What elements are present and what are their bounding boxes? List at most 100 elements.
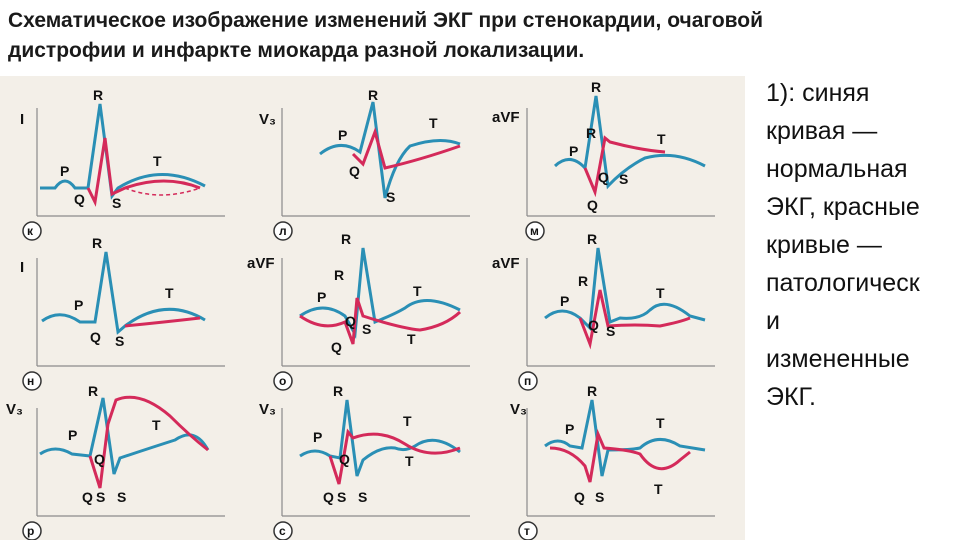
- description-text: 1): синяя кривая — нормальная ЭКГ, красн…: [766, 74, 956, 416]
- description-line: нормальная: [766, 155, 908, 183]
- wave-label-q2: Q: [331, 339, 342, 355]
- wave-label-t: T: [656, 415, 665, 431]
- description-line: измененные: [766, 345, 910, 373]
- description-line: кривые —: [766, 231, 882, 259]
- wave-label-s: S: [337, 489, 346, 505]
- wave-label-p: P: [569, 143, 578, 159]
- wave-label-q: Q: [349, 163, 360, 179]
- lead-label: aVF: [492, 109, 520, 126]
- wave-label-r: R: [591, 79, 601, 95]
- panel-t: V₃ P R T Q S T т: [510, 383, 716, 540]
- lead-label: V₃: [6, 401, 23, 418]
- wave-label-q2: Q: [323, 489, 334, 505]
- wave-label-s: S: [619, 171, 628, 187]
- wave-label-r: R: [92, 235, 102, 251]
- wave-label-s2: S: [358, 489, 367, 505]
- panel-circle-label: л: [279, 224, 287, 238]
- dashed-t-segment: [124, 187, 201, 196]
- panel-circle-label: р: [27, 524, 34, 538]
- title-line-1: Схематическое изображение изменений ЭКГ …: [8, 9, 764, 32]
- normal-curve: [41, 251, 206, 335]
- panel-circle-label: н: [27, 374, 34, 388]
- wave-label-r: R: [333, 383, 343, 399]
- pathologic-curve: [549, 428, 691, 483]
- wave-label-r2: R: [578, 273, 588, 289]
- lead-label: V₃: [259, 111, 276, 128]
- normal-curve: [553, 95, 706, 190]
- pathologic-curve: [351, 127, 461, 170]
- description-line: ЭКГ.: [766, 383, 816, 411]
- wave-label-t2: T: [654, 481, 663, 497]
- wave-label-t: T: [403, 413, 412, 429]
- wave-label-p: P: [560, 293, 569, 309]
- figure-title: Схематическое изображение изменений ЭКГ …: [8, 6, 908, 66]
- wave-label-t: T: [152, 417, 161, 433]
- wave-label-p: P: [317, 289, 326, 305]
- wave-label-q: Q: [598, 169, 609, 185]
- wave-label-s: S: [386, 189, 395, 205]
- wave-label-p: P: [313, 429, 322, 445]
- pathologic-curve: [88, 395, 209, 489]
- panel-m: aVF P R R Q S Q T м: [492, 79, 716, 241]
- panel-r: V₃ P R T Q Q S S р: [6, 383, 226, 540]
- panel-circle-label: о: [279, 374, 286, 388]
- lead-label: I: [20, 259, 24, 276]
- panel-n: I P R Q S T н: [20, 235, 226, 391]
- wave-label-q2: Q: [587, 197, 598, 213]
- wave-label-r: R: [88, 383, 98, 399]
- wave-label-t2: T: [407, 331, 416, 347]
- wave-label-p: P: [68, 427, 77, 443]
- panel-l: V₃ P R Q S T л: [259, 87, 471, 241]
- wave-label-s: S: [595, 489, 604, 505]
- wave-label-p: P: [74, 297, 83, 313]
- wave-label-t: T: [429, 115, 438, 131]
- wave-label-r: R: [368, 87, 378, 103]
- panel-circle-label: т: [524, 524, 530, 538]
- ecg-diagram: I P R Q S T к V₃ P R Q S T л aVF P R R Q…: [6, 79, 716, 540]
- pathologic-curve: [86, 137, 201, 207]
- pathologic-curve: [299, 297, 462, 345]
- normal-curve: [544, 247, 706, 332]
- wave-label-q: Q: [588, 317, 599, 333]
- panel-circle-label: к: [27, 224, 34, 238]
- wave-label-r2: R: [586, 125, 596, 141]
- description-line: 1): синяя: [766, 79, 870, 107]
- description-line: патологическ: [766, 269, 920, 297]
- wave-label-t: T: [656, 285, 665, 301]
- wave-label-r: R: [587, 383, 597, 399]
- wave-label-q: Q: [90, 329, 101, 345]
- pathologic-curve: [583, 135, 666, 198]
- wave-label-t: T: [153, 153, 162, 169]
- lead-label: V₃: [510, 401, 527, 418]
- lead-label: aVF: [247, 255, 275, 272]
- wave-label-q: Q: [339, 451, 350, 467]
- wave-label-s: S: [112, 195, 121, 211]
- wave-label-s: S: [606, 323, 615, 339]
- wave-label-r2: R: [334, 267, 344, 283]
- wave-label-q2: Q: [82, 489, 93, 505]
- wave-label-q: Q: [345, 313, 356, 329]
- wave-label-t: T: [165, 285, 174, 301]
- wave-label-s: S: [115, 333, 124, 349]
- panel-circle-label: с: [279, 524, 286, 538]
- title-line-2: дистрофии и инфаркте миокарда разной лок…: [8, 39, 585, 62]
- wave-label-t: T: [413, 283, 422, 299]
- lead-label: I: [20, 111, 24, 128]
- panel-k: I P R Q S T к: [20, 87, 226, 241]
- panel-p: aVF P R R Q S T п: [492, 231, 716, 391]
- normal-curve: [544, 399, 706, 477]
- pathologic-curve: [328, 428, 461, 485]
- description-line: кривая —: [766, 117, 878, 145]
- pathologic-curve: [578, 289, 691, 350]
- wave-label-s: S: [96, 489, 105, 505]
- wave-label-q: Q: [94, 451, 105, 467]
- wave-label-r: R: [587, 231, 597, 247]
- wave-label-s2: S: [117, 489, 126, 505]
- panel-circle-label: м: [530, 224, 539, 238]
- lead-label: V₃: [259, 401, 276, 418]
- wave-label-t: T: [657, 131, 666, 147]
- panel-circle-label: п: [524, 374, 531, 388]
- normal-curve: [39, 397, 210, 475]
- normal-curve: [299, 247, 461, 339]
- lead-label: aVF: [492, 255, 520, 272]
